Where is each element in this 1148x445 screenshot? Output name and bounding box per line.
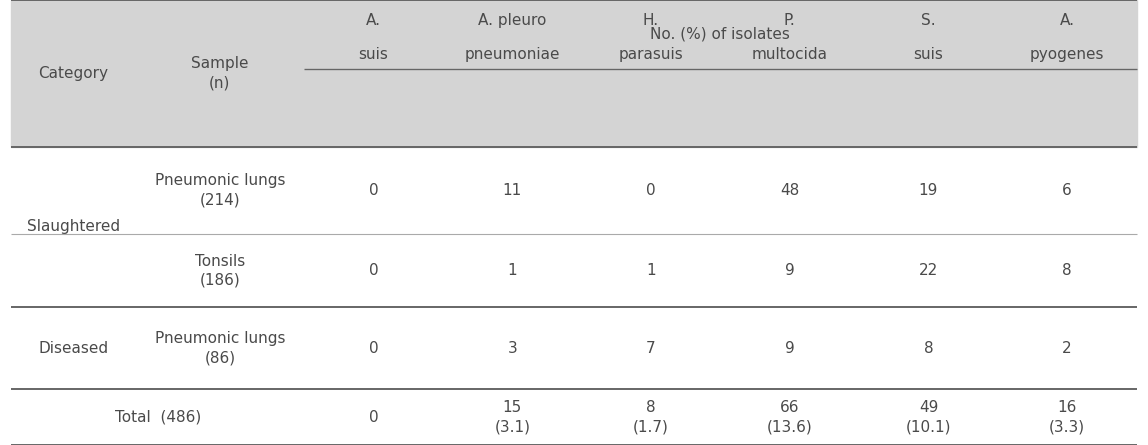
- Text: (3.3): (3.3): [1049, 420, 1085, 435]
- Text: 8: 8: [924, 341, 933, 356]
- Text: 2: 2: [1062, 341, 1072, 356]
- Text: 49: 49: [918, 400, 938, 415]
- Text: A.: A.: [366, 13, 381, 28]
- Text: Slaughtered: Slaughtered: [26, 219, 121, 235]
- Text: 22: 22: [918, 263, 938, 278]
- Text: multocida: multocida: [752, 48, 828, 62]
- Text: 15: 15: [503, 400, 522, 415]
- Text: 8: 8: [1062, 263, 1072, 278]
- Text: Pneumonic lungs
(86): Pneumonic lungs (86): [155, 332, 285, 365]
- Text: 66: 66: [779, 400, 799, 415]
- Text: 0: 0: [369, 183, 379, 198]
- Text: 3: 3: [507, 341, 517, 356]
- Text: (10.1): (10.1): [906, 420, 952, 435]
- Text: (13.6): (13.6): [767, 420, 813, 435]
- Text: 11: 11: [503, 183, 522, 198]
- Text: (1.7): (1.7): [633, 420, 669, 435]
- Text: 1: 1: [507, 263, 517, 278]
- Text: 7: 7: [646, 341, 656, 356]
- Text: suis: suis: [914, 48, 944, 62]
- Text: H.: H.: [643, 13, 659, 28]
- Text: 0: 0: [369, 263, 379, 278]
- Text: 19: 19: [918, 183, 938, 198]
- Text: 1: 1: [646, 263, 656, 278]
- Text: 9: 9: [785, 263, 794, 278]
- Text: 9: 9: [785, 341, 794, 356]
- Text: pyogenes: pyogenes: [1030, 48, 1104, 62]
- Text: Sample
(n): Sample (n): [191, 56, 249, 91]
- Text: Tonsils
(186): Tonsils (186): [195, 254, 245, 287]
- Text: 0: 0: [646, 183, 656, 198]
- Text: Category: Category: [39, 66, 108, 81]
- Text: Diseased: Diseased: [38, 341, 109, 356]
- Text: No. (%) of isolates: No. (%) of isolates: [651, 27, 790, 42]
- Text: 16: 16: [1057, 400, 1077, 415]
- Text: Total  (486): Total (486): [115, 410, 201, 425]
- Text: suis: suis: [358, 48, 388, 62]
- Text: A.: A.: [1060, 13, 1075, 28]
- Bar: [11, 0, 1137, 147]
- Text: S.: S.: [921, 13, 936, 28]
- Text: 0: 0: [369, 341, 379, 356]
- Text: 0: 0: [369, 410, 379, 425]
- Text: pneumoniae: pneumoniae: [465, 48, 560, 62]
- Text: A. pleuro: A. pleuro: [478, 13, 546, 28]
- Text: Pneumonic lungs
(214): Pneumonic lungs (214): [155, 174, 285, 207]
- Text: P.: P.: [784, 13, 796, 28]
- Text: 48: 48: [781, 183, 799, 198]
- Text: parasuis: parasuis: [619, 48, 683, 62]
- Text: 6: 6: [1062, 183, 1072, 198]
- Text: 8: 8: [646, 400, 656, 415]
- Text: (3.1): (3.1): [495, 420, 530, 435]
